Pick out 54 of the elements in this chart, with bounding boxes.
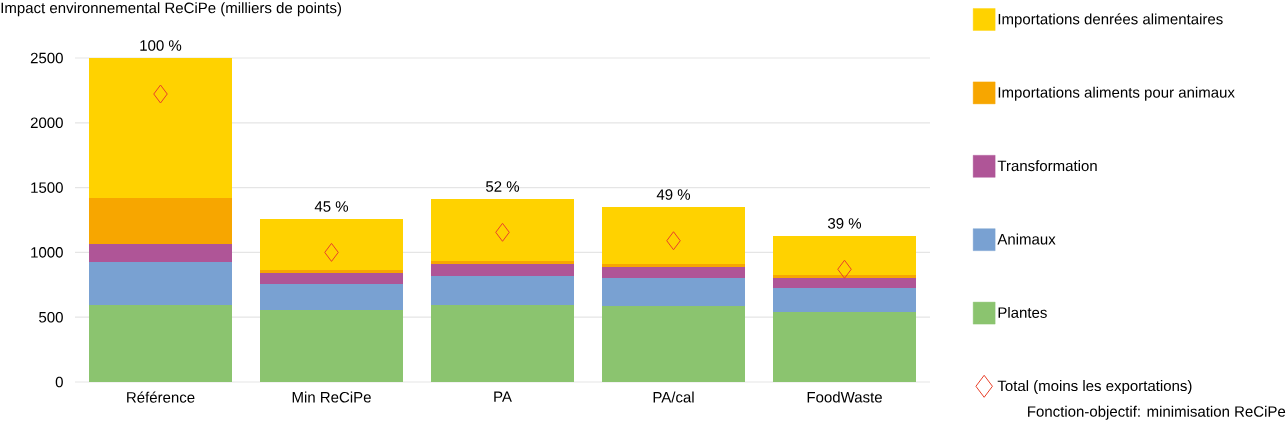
y-tick-label: 2000	[30, 117, 63, 129]
bar	[773, 288, 916, 313]
point	[666, 231, 681, 251]
point	[495, 222, 510, 242]
bar	[89, 243, 232, 262]
bar	[602, 264, 745, 268]
y-tick-label: 0	[55, 376, 63, 388]
bar	[773, 235, 916, 275]
bar	[602, 306, 745, 382]
bar	[260, 284, 403, 310]
point	[153, 84, 168, 104]
bar	[89, 197, 232, 244]
x-tick-label: PA	[494, 391, 512, 402]
y-tick-label: 1500	[31, 182, 63, 193]
annotation: 39 %	[827, 218, 862, 229]
bar	[602, 207, 745, 265]
annotation: 52 %	[486, 181, 520, 192]
annotation: 45 %	[314, 201, 349, 212]
x-tick-label: Référence	[127, 391, 195, 403]
bar	[260, 270, 403, 273]
y-tick-label: 2500	[30, 52, 63, 64]
legend-label: Total (moins les exportations)	[997, 380, 1192, 395]
bar	[89, 58, 232, 198]
legend-label: Importations aliments pour animaux	[998, 86, 1235, 101]
legend-label: Plantes	[998, 306, 1047, 318]
bar	[773, 278, 916, 289]
bar	[602, 278, 745, 307]
bar	[431, 305, 574, 382]
x-tick-label: PA/cal	[653, 391, 694, 403]
x-tick-label: FoodWaste	[807, 391, 882, 403]
bar	[431, 275, 574, 306]
point	[837, 259, 852, 279]
bar	[773, 274, 916, 279]
bar	[260, 309, 403, 382]
bar	[431, 199, 574, 261]
bar	[89, 261, 232, 306]
bar	[260, 218, 403, 271]
annotation: 100 %	[140, 40, 182, 51]
text: Fonction-objectif: minimisation ReCiPe	[1028, 405, 1286, 420]
legend-label: Importations denrées alimentaires	[998, 13, 1223, 28]
y-axis-title: Impact environnemental ReCiPe (milliers de points)	[1, 2, 342, 17]
annotation: 49 %	[656, 189, 691, 200]
x-tick-label: Min ReCiPe	[292, 391, 371, 403]
y-tick-label: 500	[39, 311, 63, 323]
legend-label: Animaux	[997, 233, 1056, 245]
legend-label: Transformation	[997, 160, 1097, 172]
point	[324, 242, 339, 262]
bar	[431, 264, 574, 276]
bar	[431, 260, 574, 265]
y-tick-label: 1000	[31, 247, 63, 258]
bar	[260, 273, 403, 285]
bar	[773, 312, 916, 382]
bar	[89, 305, 232, 382]
bar	[602, 267, 745, 279]
